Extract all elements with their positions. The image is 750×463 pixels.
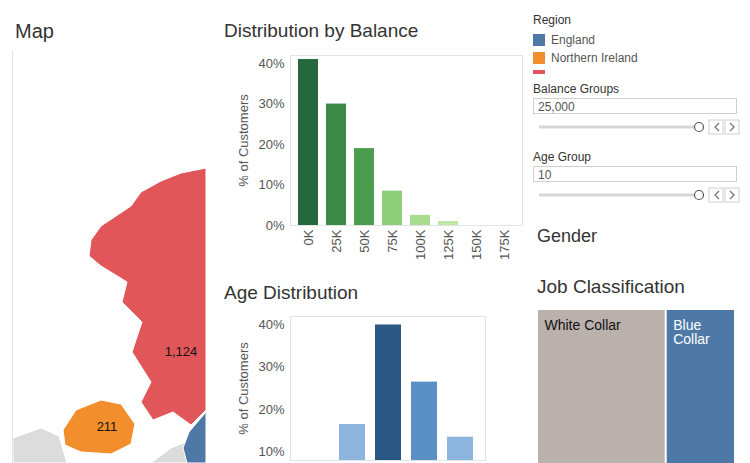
svg-text:40%: 40%	[258, 56, 284, 71]
svg-text:10%: 10%	[258, 177, 284, 192]
svg-text:% of Customers: % of Customers	[236, 342, 251, 435]
svg-text:10%: 10%	[258, 444, 284, 459]
svg-text:1,124: 1,124	[165, 344, 198, 359]
svg-text:50K: 50K	[357, 229, 372, 252]
html-text:Balance Groups: Balance Groups	[533, 82, 620, 96]
html-text:25,000: 25,000	[538, 100, 575, 114]
html-text:Age Group: Age Group	[533, 150, 591, 164]
svg-text:White Collar: White Collar	[545, 317, 622, 333]
svg-text:25K: 25K	[329, 229, 344, 252]
svg-text:30%: 30%	[258, 359, 284, 374]
html-text:Northern Ireland: Northern Ireland	[551, 51, 638, 65]
svg-text:0K: 0K	[301, 229, 316, 245]
html-text:Map: Map	[15, 20, 54, 42]
html-text:10: 10	[538, 168, 552, 182]
svg-text:150K: 150K	[469, 229, 484, 260]
svg-text:20%: 20%	[258, 137, 284, 152]
svg-text:30%: 30%	[258, 96, 284, 111]
html-text:England: England	[551, 33, 595, 47]
html-text:Distribution by Balance: Distribution by Balance	[224, 20, 419, 41]
svg-text:0%: 0%	[266, 218, 285, 233]
html-text:Gender: Gender	[537, 226, 597, 246]
svg-text:100K: 100K	[413, 229, 428, 260]
svg-text:40%: 40%	[258, 317, 284, 332]
svg-text:BlueCollar: BlueCollar	[673, 317, 710, 347]
svg-text:175K: 175K	[497, 229, 512, 260]
html-text:Age Distribution: Age Distribution	[224, 282, 359, 303]
svg-text:75K: 75K	[385, 229, 400, 252]
html-text:Region: Region	[533, 13, 571, 27]
svg-text:125K: 125K	[441, 229, 456, 260]
svg-text:20%: 20%	[258, 402, 284, 417]
svg-text:211: 211	[97, 419, 118, 434]
svg-text:% of Customers: % of Customers	[236, 94, 251, 187]
html-text:Job Classification: Job Classification	[537, 276, 685, 297]
